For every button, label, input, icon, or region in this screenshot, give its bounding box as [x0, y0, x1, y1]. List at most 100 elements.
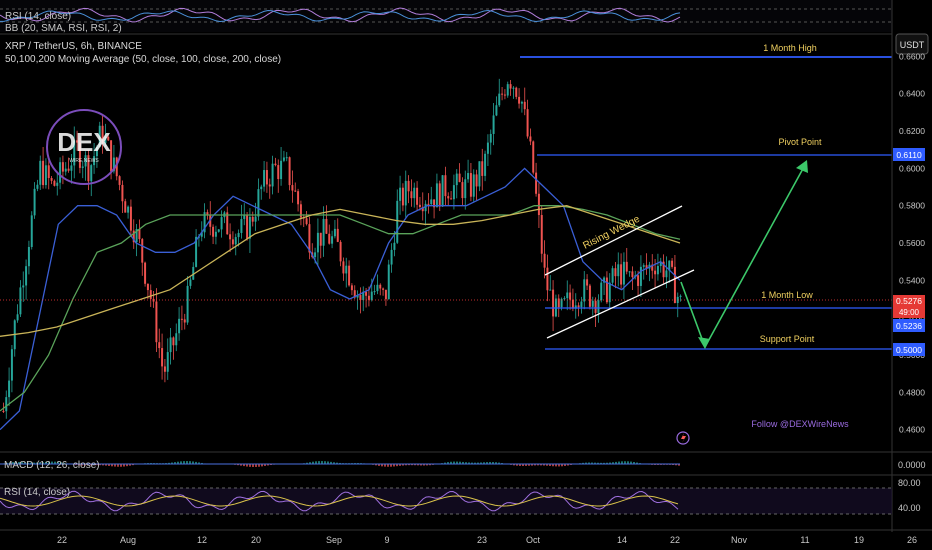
macd-bar	[471, 462, 473, 464]
candle-body	[563, 298, 566, 300]
candle-body	[571, 299, 574, 309]
price-tick-0: 0.6600	[899, 51, 925, 61]
price-tick-3: 0.6000	[899, 163, 925, 173]
candle-body	[594, 300, 597, 313]
macd-bar	[588, 462, 590, 464]
candle-body	[404, 180, 407, 206]
candle-body	[104, 136, 107, 144]
macd-bar	[123, 464, 125, 467]
price-axis[interactable]: USDT 0.6600 0.6400 0.6200 0.6000 0.5800 0.560…	[891, 0, 929, 532]
candle-body	[112, 157, 115, 172]
macd-bar	[60, 462, 62, 464]
candle-body	[285, 157, 288, 159]
candle-body	[591, 300, 594, 307]
macd-bar	[513, 464, 515, 466]
candle-body	[390, 249, 393, 265]
candle-body	[56, 182, 59, 186]
label-1-month-high: 1 Month High	[763, 43, 817, 53]
macd-bar	[306, 462, 308, 464]
candle-body	[654, 270, 657, 275]
rsi-tick-40: 40.00	[898, 503, 921, 513]
macd-bar	[516, 464, 518, 466]
macd-bar	[93, 464, 95, 466]
candle-body	[455, 173, 458, 186]
candle-body	[44, 165, 47, 186]
candle-body	[336, 228, 339, 242]
candle-body	[495, 105, 498, 116]
candle-body	[87, 155, 90, 182]
candle-body	[129, 206, 132, 231]
candle-body	[452, 185, 455, 200]
candle-body	[552, 289, 555, 317]
macd-bar	[375, 464, 377, 466]
top-rsi-line	[0, 7, 681, 23]
candle-body	[529, 136, 532, 142]
ma-100-line	[0, 205, 681, 412]
candle-body	[67, 168, 70, 171]
candle-body	[515, 87, 518, 97]
macd-bar	[318, 461, 320, 464]
candle-body	[484, 153, 487, 176]
candle-body	[8, 380, 11, 398]
candle-body	[138, 228, 141, 240]
macd-bar	[177, 461, 179, 464]
macd-bar	[192, 461, 194, 464]
macd-bar	[114, 464, 116, 467]
projection-arrowhead-down	[698, 337, 710, 349]
candle-body	[526, 109, 529, 137]
candle-body	[543, 253, 546, 268]
macd-bar	[237, 464, 239, 466]
candle-body	[384, 289, 387, 300]
macd-bar	[537, 464, 539, 466]
macd-bar	[168, 462, 170, 464]
candle-body	[679, 295, 682, 297]
candle-body	[328, 233, 331, 244]
candle-body	[498, 93, 501, 106]
macd-bar	[561, 464, 563, 467]
candle-body	[447, 196, 450, 199]
macd-bar	[582, 462, 584, 464]
candle-body	[297, 191, 300, 205]
time-axis[interactable]: 22 Aug 12 20 Sep 9 23 Oct 14 22 Nov 11 19 26	[0, 529, 932, 545]
candle-body	[220, 217, 223, 230]
macd-bar	[594, 462, 596, 464]
candle-body	[135, 228, 138, 243]
macd-bar	[465, 462, 467, 464]
macd-bar	[600, 462, 602, 464]
candle-body	[305, 218, 308, 225]
macd-bar	[264, 464, 266, 466]
macd-bar	[492, 462, 494, 464]
macd-bar	[564, 464, 566, 466]
macd-bar	[408, 464, 410, 466]
candle-body	[608, 282, 611, 303]
candle-body	[333, 228, 336, 237]
candle-body	[22, 285, 25, 288]
candle-body	[144, 262, 147, 284]
macd-bar	[27, 462, 29, 464]
macd-bar	[390, 464, 392, 467]
macd-bar	[189, 461, 191, 464]
macd-bar	[531, 464, 533, 466]
time-tick-6: 23	[477, 535, 487, 545]
candle-body	[560, 298, 563, 308]
macd-bar	[9, 462, 11, 464]
candle-body	[617, 264, 620, 277]
candle-body	[240, 219, 243, 233]
candle-body	[169, 337, 172, 353]
macd-bar	[549, 464, 551, 467]
candle-body	[282, 157, 285, 161]
candle-body	[489, 133, 492, 143]
macd-bar	[396, 464, 398, 467]
rsi-ma-line	[0, 495, 679, 507]
macd-bar	[477, 462, 479, 464]
candle-body	[16, 314, 19, 321]
candle-body	[73, 140, 76, 166]
bolt-icon[interactable]	[676, 431, 690, 445]
candle-body	[469, 173, 472, 197]
macd-bar	[240, 464, 242, 466]
price-tick-4: 0.5800	[899, 201, 925, 211]
candle-body	[512, 87, 515, 89]
macd-bar	[39, 462, 41, 464]
currency-button[interactable]	[895, 33, 929, 55]
